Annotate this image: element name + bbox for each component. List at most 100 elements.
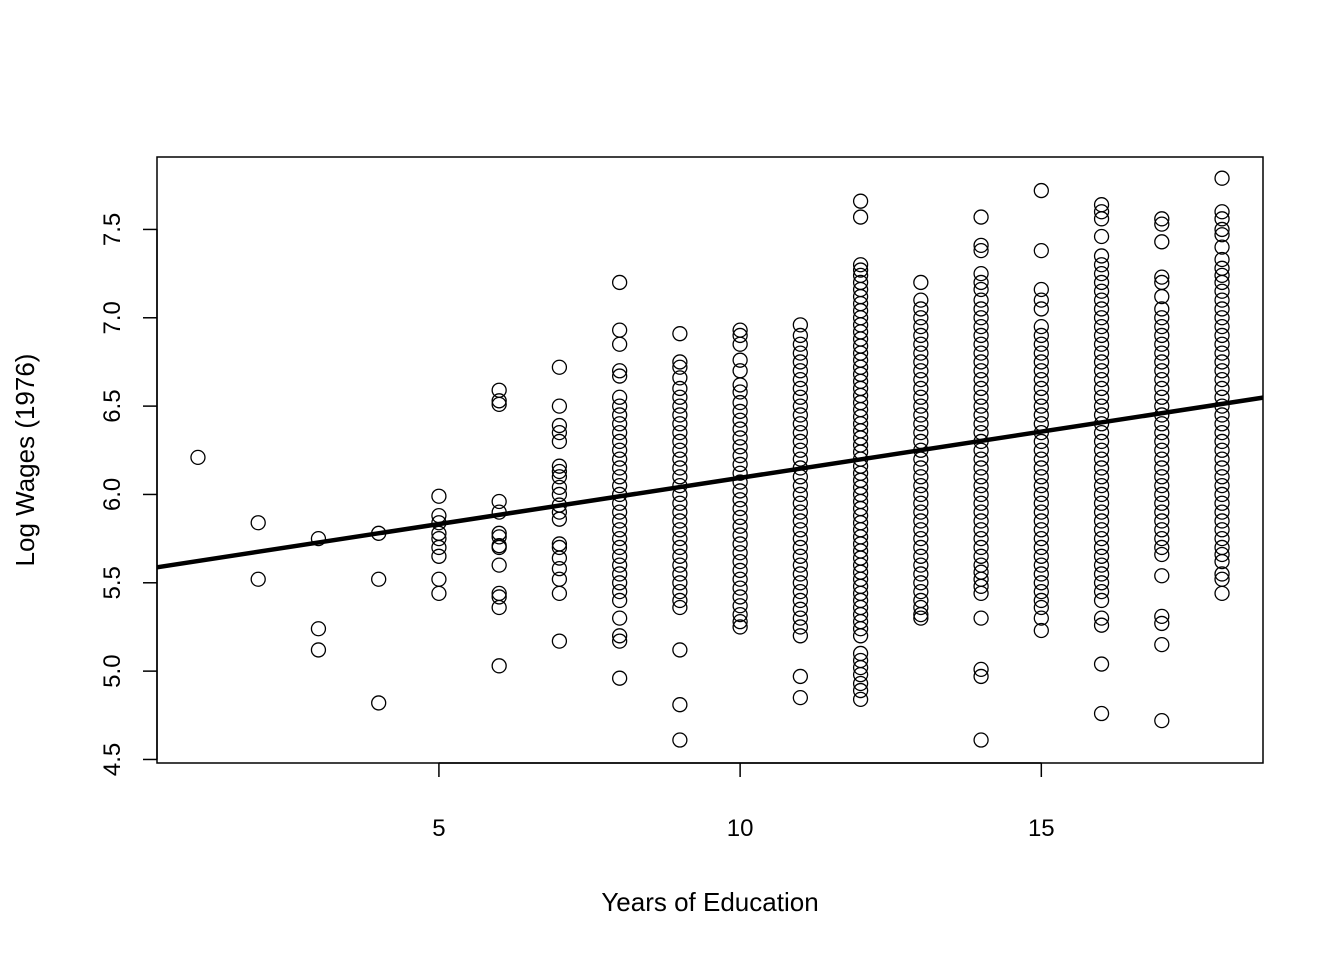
data-point <box>1214 433 1230 450</box>
data-point <box>852 659 869 676</box>
data-point <box>1093 327 1110 344</box>
data-point <box>973 610 989 626</box>
data-point <box>732 598 748 614</box>
data-point <box>913 530 929 547</box>
data-point <box>973 585 989 602</box>
x-tick-label: 15 <box>1028 815 1055 842</box>
data-point <box>792 442 809 458</box>
data-point <box>1214 546 1230 563</box>
data-point <box>1214 239 1230 255</box>
data-point <box>1093 433 1110 450</box>
data-point <box>1093 389 1110 405</box>
data-point <box>611 530 628 547</box>
data-point <box>672 370 688 386</box>
data-point <box>1093 486 1110 503</box>
data-point <box>672 442 688 458</box>
data-point <box>1154 336 1170 352</box>
data-point <box>1214 442 1230 458</box>
data-point <box>852 621 869 637</box>
regression-line <box>156 395 1264 570</box>
data-point <box>611 548 628 564</box>
x-tick-label: 5 <box>432 815 445 842</box>
data-point <box>611 336 628 352</box>
data-point <box>973 504 989 520</box>
data-point <box>1033 610 1049 626</box>
data-point <box>672 433 688 450</box>
data-point <box>1093 424 1110 441</box>
data-point <box>913 469 929 485</box>
data-point <box>973 513 989 529</box>
data-point <box>792 668 809 685</box>
data-point <box>1214 354 1230 370</box>
data-point <box>1093 354 1110 370</box>
data-point <box>732 492 748 508</box>
data-point <box>1093 274 1110 291</box>
data-point <box>1093 211 1110 227</box>
data-point <box>672 380 688 397</box>
data-point <box>913 416 929 432</box>
data-point <box>792 530 809 547</box>
data-point <box>973 539 989 556</box>
data-point <box>1093 363 1110 379</box>
data-point <box>973 668 989 685</box>
data-point <box>913 389 929 405</box>
data-point <box>551 463 568 480</box>
data-point <box>792 451 809 467</box>
data-point <box>1214 371 1230 388</box>
data-point <box>491 396 507 412</box>
data-point <box>1214 318 1230 335</box>
data-point <box>913 380 929 397</box>
data-point <box>491 539 507 556</box>
data-point <box>973 310 989 326</box>
data-point <box>1033 292 1049 308</box>
data-point <box>973 495 989 511</box>
data-point <box>1033 504 1049 520</box>
data-point <box>1033 575 1049 591</box>
data-point <box>732 589 748 605</box>
data-point <box>551 359 568 375</box>
data-point <box>1093 548 1110 564</box>
data-point <box>732 363 748 379</box>
data-point <box>732 619 748 635</box>
data-point <box>1093 530 1110 547</box>
data-point <box>913 327 929 344</box>
data-point <box>611 522 628 538</box>
data-point <box>611 433 628 450</box>
data-point <box>913 424 929 441</box>
data-point <box>611 566 628 582</box>
data-point <box>1033 433 1049 450</box>
data-point <box>491 658 507 674</box>
data-point <box>973 380 989 397</box>
data-point <box>431 571 447 587</box>
data-point <box>732 465 748 481</box>
data-point <box>1154 269 1170 285</box>
data-point <box>1214 336 1230 352</box>
data-point <box>1154 504 1170 520</box>
data-point <box>852 628 869 644</box>
data-point <box>672 583 688 600</box>
data-point <box>611 424 628 441</box>
data-point <box>611 633 628 649</box>
data-point <box>611 670 628 686</box>
data-point <box>190 449 206 465</box>
data-point <box>1093 318 1110 335</box>
data-point <box>551 571 568 587</box>
data-point <box>1154 546 1170 563</box>
data-point <box>913 433 929 450</box>
data-point <box>672 539 688 556</box>
data-point <box>1214 380 1230 397</box>
data-point <box>1154 469 1170 485</box>
data-point <box>913 522 929 538</box>
data-point <box>973 442 989 458</box>
data-point <box>732 384 748 400</box>
data-point <box>792 583 809 600</box>
data-point <box>1154 380 1170 397</box>
data-point <box>1214 407 1230 423</box>
data-point <box>913 583 929 600</box>
data-point <box>611 274 628 291</box>
y-tick-label: 4.5 <box>99 743 126 776</box>
data-point <box>913 460 929 476</box>
data-point <box>732 580 748 596</box>
data-point <box>732 536 748 552</box>
data-point <box>1154 363 1170 379</box>
